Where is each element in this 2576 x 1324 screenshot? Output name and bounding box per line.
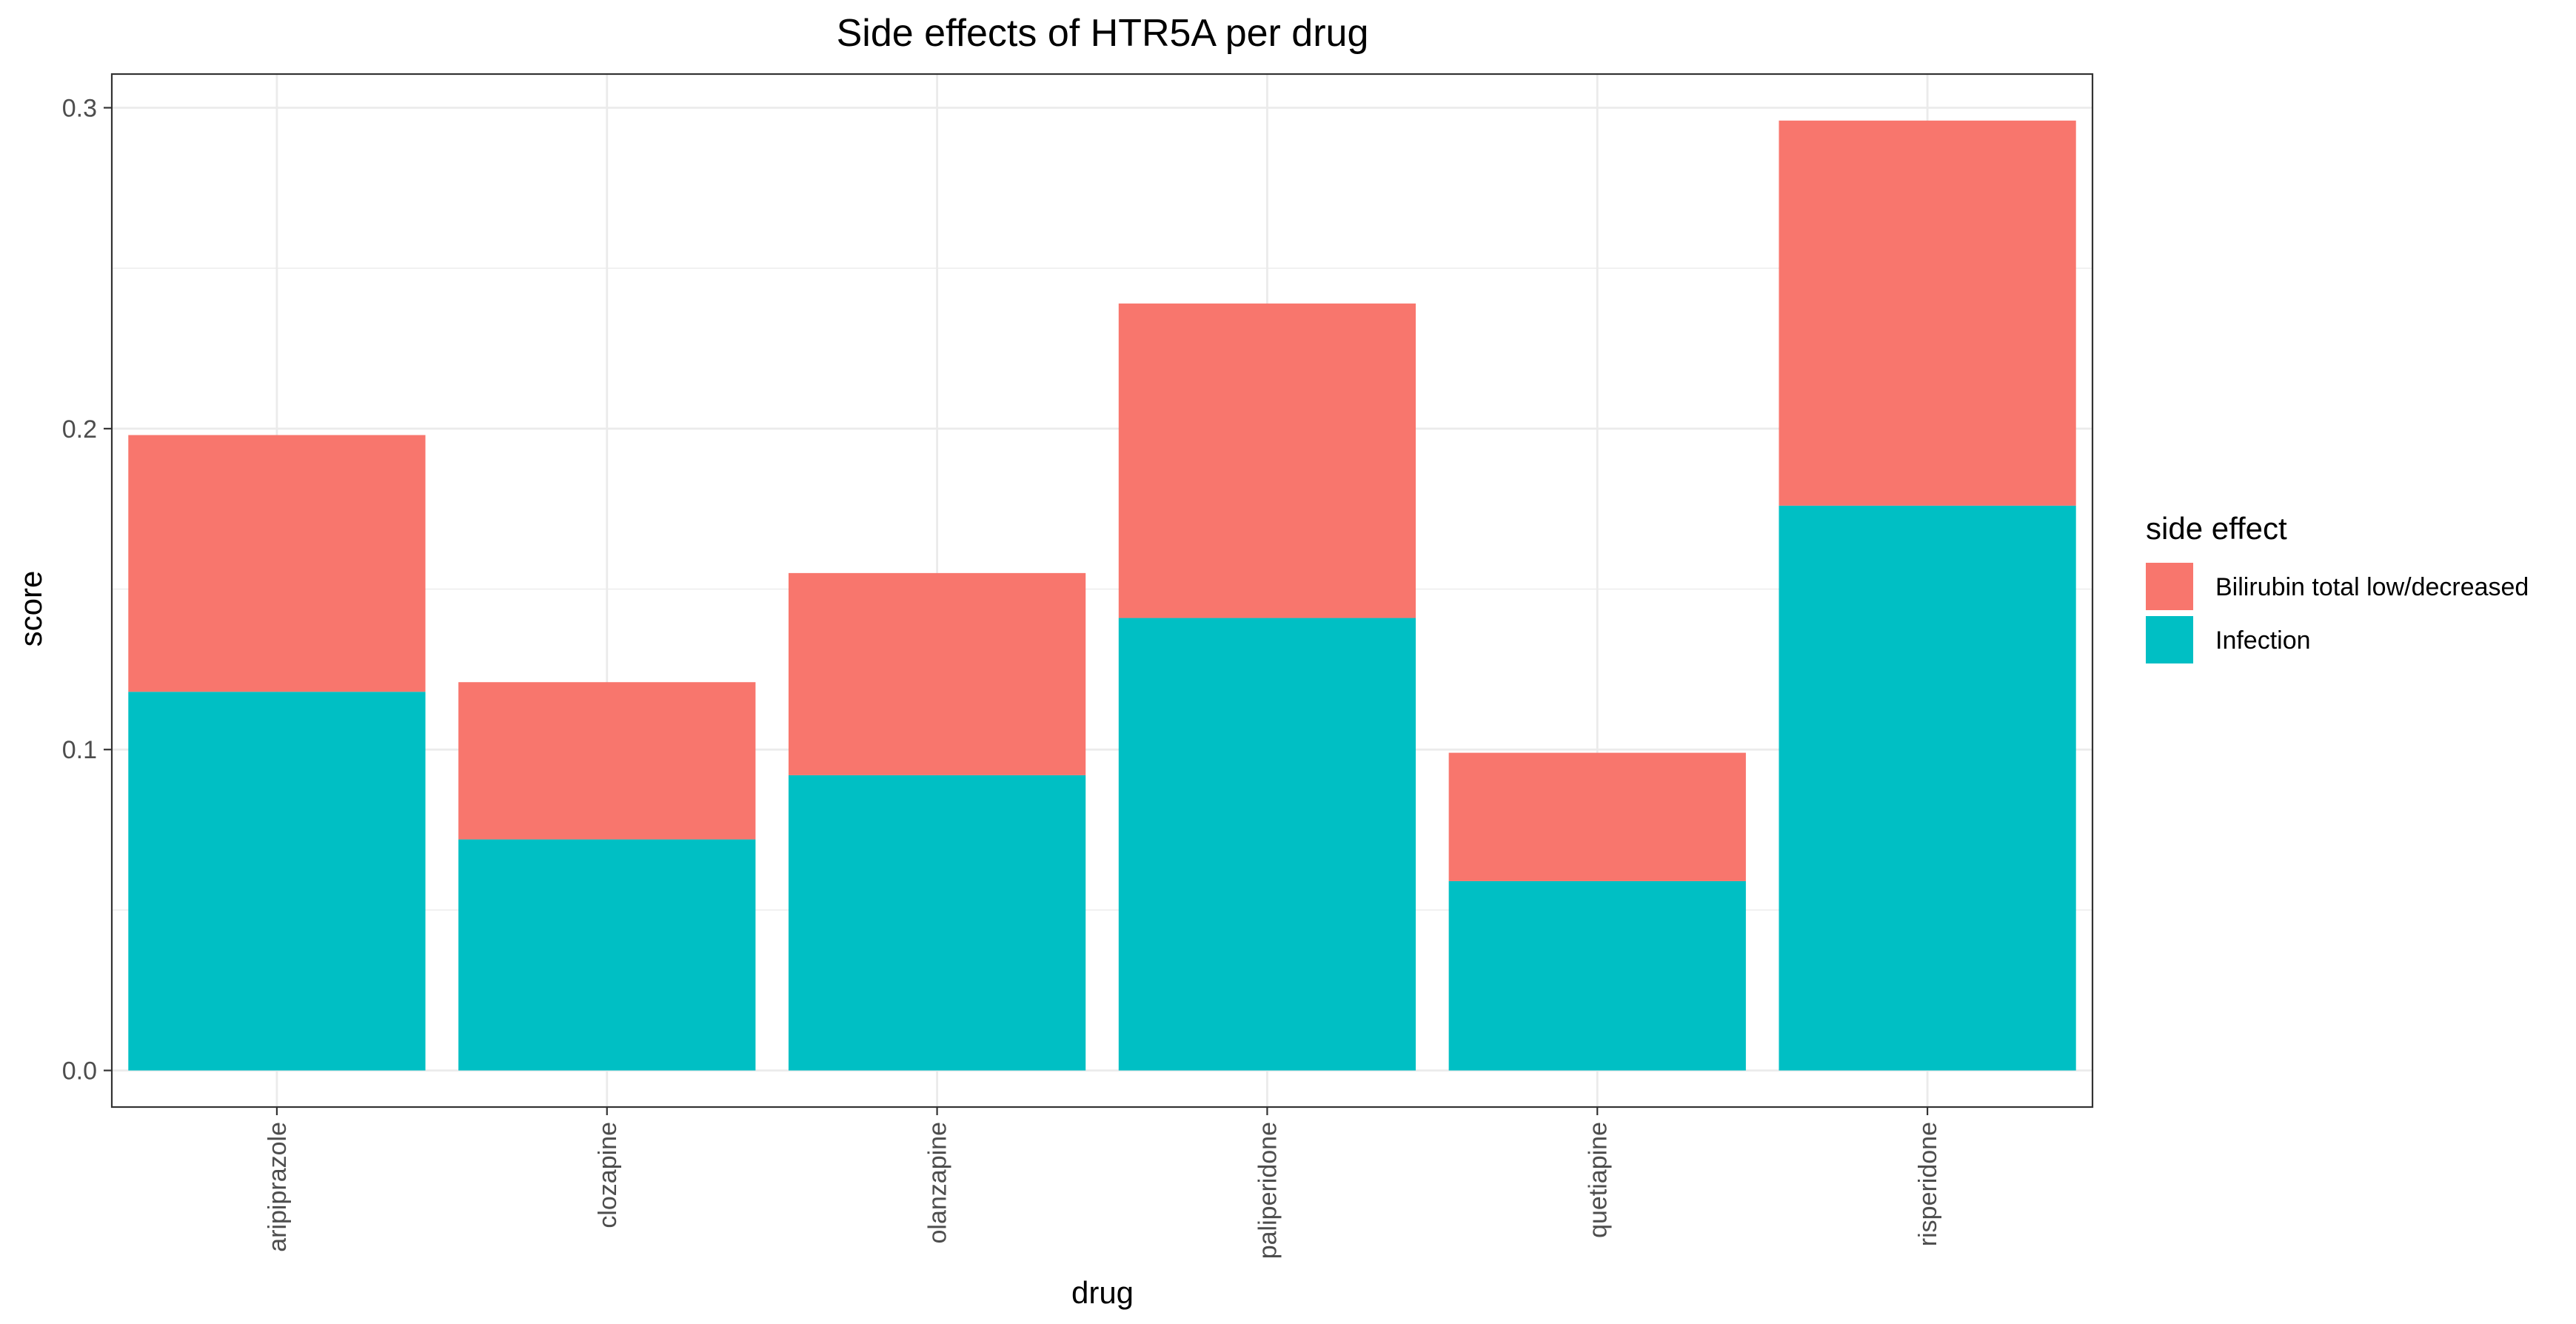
legend-key: [2146, 616, 2193, 663]
bar-aripiprazole-infection: [128, 692, 426, 1071]
legend: side effect Bilirubin total low/decrease…: [2146, 511, 2529, 663]
legend-title: side effect: [2146, 511, 2287, 546]
axes: 0.0 0.1 0.2 0.3 aripiprazole clozapine olanzap…: [62, 95, 1942, 1260]
legend-key: [2146, 563, 2193, 610]
x-tick-label: aripiprazole: [264, 1122, 292, 1252]
bar-paliperidone-bilirubin-total-low-decreased: [1118, 303, 1416, 618]
bars: [128, 120, 2076, 1071]
bar-quetiapine-bilirubin-total-low-decreased: [1448, 752, 1746, 881]
x-tick-label: paliperidone: [1254, 1122, 1282, 1259]
x-axis-title: drug: [1071, 1275, 1134, 1310]
bar-olanzapine-infection: [788, 775, 1086, 1071]
chart-title: Side effects of HTR5A per drug: [837, 12, 1369, 55]
legend-label: Bilirubin total low/decreased: [2215, 573, 2529, 601]
plot-panel-border: [110, 73, 2094, 1109]
x-tick-label: quetiapine: [1584, 1122, 1612, 1238]
bar-clozapine-bilirubin-total-low-decreased: [458, 682, 756, 840]
y-tick-label: 0.0: [62, 1057, 97, 1086]
y-axis-title: score: [13, 571, 48, 647]
x-tick-label: risperidone: [1914, 1122, 1942, 1246]
x-tick-label: olanzapine: [924, 1122, 952, 1243]
bar-clozapine-infection: [458, 839, 756, 1071]
bar-risperidone-infection: [1779, 505, 2076, 1071]
legend-label: Infection: [2215, 626, 2311, 655]
bar-risperidone-bilirubin-total-low-decreased: [1779, 120, 2076, 506]
bar-olanzapine-bilirubin-total-low-decreased: [788, 572, 1086, 775]
x-tick-label: clozapine: [594, 1122, 622, 1228]
y-tick-label: 0.1: [62, 736, 97, 764]
bar-aripiprazole-bilirubin-total-low-decreased: [128, 435, 426, 692]
plot-panel-background: [112, 74, 2092, 1107]
bar-paliperidone-infection: [1118, 618, 1416, 1071]
y-tick-label: 0.2: [62, 415, 97, 444]
y-tick-label: 0.3: [62, 95, 97, 123]
bar-quetiapine-infection: [1448, 880, 1746, 1071]
